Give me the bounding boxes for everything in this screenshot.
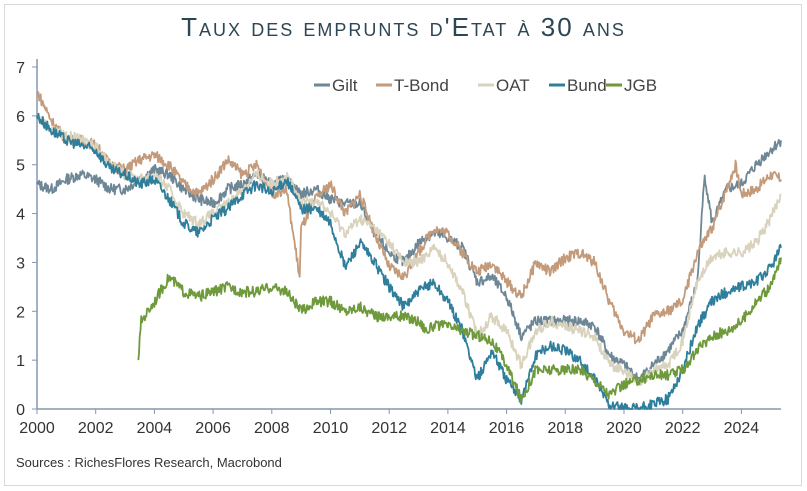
legend-label-gilt: Gilt	[332, 76, 358, 95]
x-tick-label: 2004	[137, 420, 173, 437]
legend-label-bund: Bund	[567, 76, 607, 95]
series-line-oat	[36, 113, 782, 387]
x-tick-label: 2022	[665, 420, 701, 437]
x-tick-label: 2006	[195, 420, 231, 437]
chart-title: Taux des emprunts d'Etat à 30 ans	[181, 12, 626, 42]
legend-label-t-bond: T-Bond	[394, 76, 449, 95]
y-tick-label: 6	[16, 109, 25, 126]
y-tick-label: 4	[16, 207, 25, 224]
y-tick-label: 0	[16, 402, 25, 419]
y-tick-label: 5	[16, 158, 25, 175]
y-tick-label: 3	[16, 255, 25, 272]
chart-frame	[4, 4, 802, 486]
series-line-jgb	[137, 257, 782, 404]
series-line-bund	[36, 112, 782, 410]
x-tick-label: 2018	[547, 420, 583, 437]
series-line-gilt	[36, 138, 782, 386]
y-tick-label: 1	[16, 353, 25, 370]
x-tick-label: 2016	[489, 420, 525, 437]
series-line-t-bond	[36, 90, 782, 345]
sources-note: Sources : RichesFlores Research, Macrobo…	[16, 455, 282, 470]
x-tick-label: 2012	[371, 420, 407, 437]
y-tick-label: 2	[16, 304, 25, 321]
x-tick-label: 2020	[606, 420, 642, 437]
legend-label-oat: OAT	[496, 76, 530, 95]
x-tick-label: 2014	[430, 420, 466, 437]
y-tick-label: 7	[16, 60, 25, 77]
x-tick-label: 2000	[19, 420, 55, 437]
legend-label-jgb: JGB	[624, 76, 657, 95]
x-tick-label: 2010	[313, 420, 349, 437]
x-tick-label: 2002	[78, 420, 114, 437]
x-tick-label: 2008	[254, 420, 290, 437]
x-tick-label: 2024	[724, 420, 760, 437]
